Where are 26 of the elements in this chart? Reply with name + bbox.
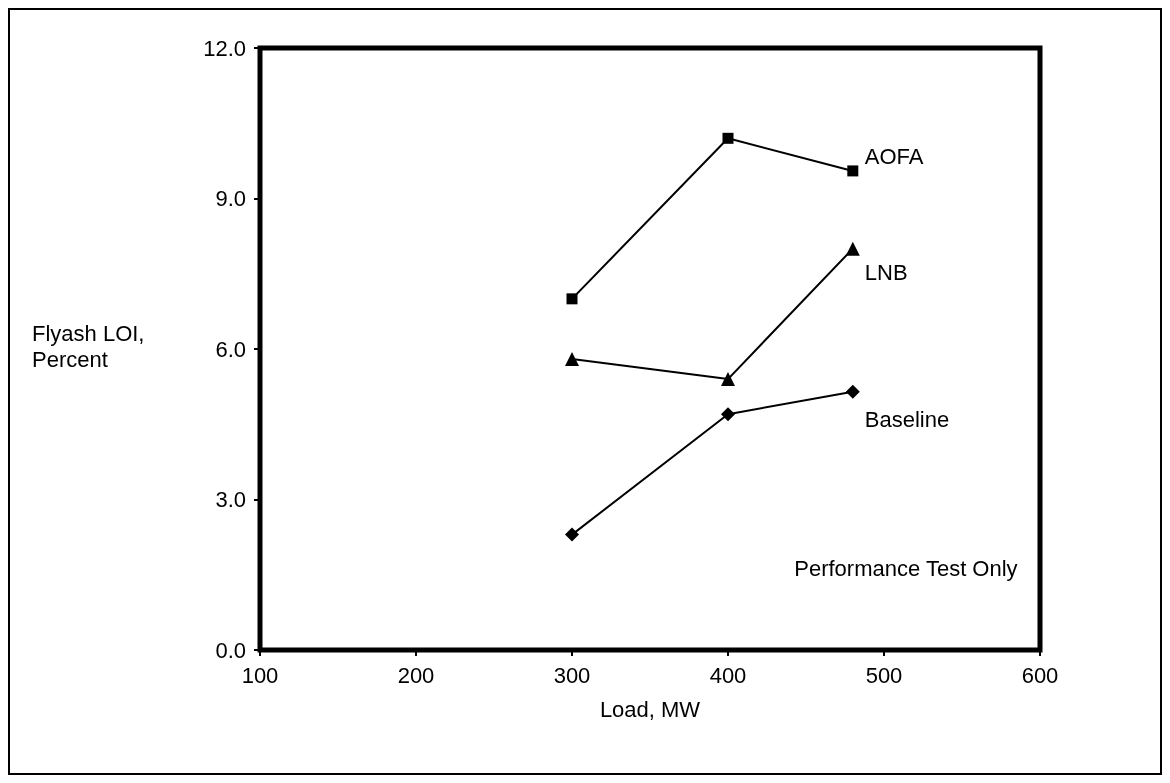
annotation: Performance Test Only	[794, 555, 1018, 581]
x-tick-label: 200	[397, 662, 435, 688]
y-tick-label: 9.0	[215, 186, 246, 211]
y-tick-label: 12.0	[203, 35, 246, 61]
x-tick-label: 600	[1021, 662, 1059, 688]
point	[845, 384, 860, 399]
x-tick-label: 100	[241, 662, 279, 688]
y-tick-label: 6.0	[215, 336, 246, 362]
point	[845, 241, 860, 256]
point	[721, 372, 735, 387]
point	[565, 352, 579, 367]
x-axis-title: Load, MW	[599, 696, 701, 722]
series-label: Baseline	[864, 407, 950, 433]
x-tick-label: 500	[865, 662, 903, 688]
point	[565, 527, 579, 542]
series-label: AOFA	[864, 144, 924, 170]
point	[722, 132, 734, 144]
point	[566, 293, 578, 305]
point	[847, 165, 859, 177]
x-tick-label: 300	[553, 662, 591, 688]
x-tick-label: 400	[709, 662, 747, 688]
y-tick-label: 3.0	[215, 487, 246, 512]
y-tick-label: 0.0	[215, 637, 246, 663]
y-axis-title: Flyash LOI, Percent	[32, 320, 151, 372]
point	[721, 407, 735, 422]
series-label: LNB	[864, 260, 908, 286]
